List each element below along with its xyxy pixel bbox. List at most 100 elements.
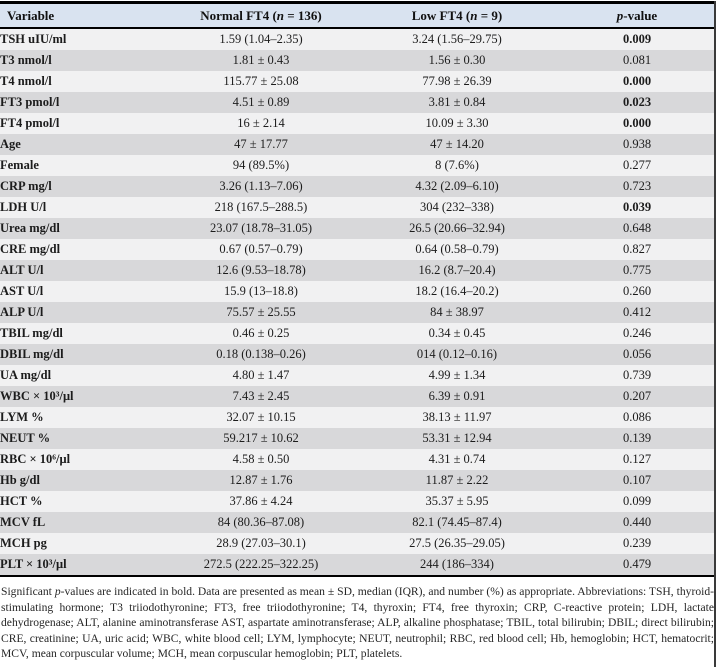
p-value-cell: 0.139 <box>560 428 714 449</box>
table-row: PLT × 10³/μl 272.5 (222.25–322.25) 244 (18… <box>0 554 714 577</box>
table-row: ALP U/l 75.57 ± 25.55 84 ± 38.97 0.412 <box>0 302 714 323</box>
table-row: TBIL mg/dl 0.46 ± 0.25 0.34 ± 0.45 0.246 <box>0 323 714 344</box>
header-p-value: p-value <box>560 1 714 29</box>
variable-cell: MCH pg <box>0 533 168 554</box>
variable-cell: WBC × 10³/μl <box>0 386 168 407</box>
table-row: Hb g/dl 12.87 ± 1.76 11.87 ± 2.22 0.107 <box>0 470 714 491</box>
variable-cell: RBC × 10⁶/μl <box>0 449 168 470</box>
table-row: T4 nmol/l 115.77 ± 25.08 77.98 ± 26.39 0.00… <box>0 71 714 92</box>
normal-ft4-cell: 218 (167.5–288.5) <box>168 197 354 218</box>
table-row: LDH U/l 218 (167.5–288.5) 304 (232–338) 0.0… <box>0 197 714 218</box>
normal-ft4-cell: 4.58 ± 0.50 <box>168 449 354 470</box>
table-row: CRE mg/dl 0.67 (0.57–0.79) 0.64 (0.58–0.79… <box>0 239 714 260</box>
variable-cell: Hb g/dl <box>0 470 168 491</box>
p-value-cell: 0.000 <box>560 113 714 134</box>
italic-p: p <box>54 585 61 598</box>
table-row: MCV fL 84 (80.36–87.08) 82.1 (74.45–87.4) 0… <box>0 512 714 533</box>
p-value-cell: 0.479 <box>560 554 714 577</box>
p-value-cell: 0.938 <box>560 134 714 155</box>
low-ft4-cell: 0.34 ± 0.45 <box>354 323 560 344</box>
table-row: NEUT % 59.217 ± 10.62 53.31 ± 12.94 0.139 <box>0 428 714 449</box>
table-row: CRP mg/l 3.26 (1.13–7.06) 4.32 (2.09–6.10)… <box>0 176 714 197</box>
normal-ft4-cell: 94 (89.5%) <box>168 155 354 176</box>
italic-n: n <box>276 7 285 23</box>
table-row: HCT % 37.86 ± 4.24 35.37 ± 5.95 0.099 <box>0 491 714 512</box>
low-ft4-cell: 304 (232–338) <box>354 197 560 218</box>
variable-cell: T4 nmol/l <box>0 71 168 92</box>
low-ft4-cell: 38.13 ± 11.97 <box>354 407 560 428</box>
variable-cell: FT4 pmol/l <box>0 113 168 134</box>
low-ft4-cell: 53.31 ± 12.94 <box>354 428 560 449</box>
table-row: RBC × 10⁶/μl 4.58 ± 0.50 4.31 ± 0.74 0.127 <box>0 449 714 470</box>
header-variable: Variable <box>0 1 168 29</box>
low-ft4-cell: 4.99 ± 1.34 <box>354 365 560 386</box>
table-row: LYM % 32.07 ± 10.15 38.13 ± 11.97 0.086 <box>0 407 714 428</box>
variable-cell: MCV fL <box>0 512 168 533</box>
table-row: ALT U/l 12.6 (9.53–18.78) 16.2 (8.7–20.4) 0… <box>0 260 714 281</box>
variable-cell: DBIL mg/dl <box>0 344 168 365</box>
table-row: FT3 pmol/l 4.51 ± 0.89 3.81 ± 0.84 0.023 <box>0 92 714 113</box>
p-value-cell: 0.412 <box>560 302 714 323</box>
table-row: TSH uIU/ml 1.59 (1.04–2.35) 3.24 (1.56–29.… <box>0 28 714 50</box>
normal-ft4-cell: 16 ± 2.14 <box>168 113 354 134</box>
low-ft4-cell: 244 (186–334) <box>354 554 560 577</box>
p-value-cell: 0.107 <box>560 470 714 491</box>
table-row: UA mg/dl 4.80 ± 1.47 4.99 ± 1.34 0.739 <box>0 365 714 386</box>
table-row: MCH pg 28.9 (27.03–30.1) 27.5 (26.35–29.05… <box>0 533 714 554</box>
normal-ft4-cell: 84 (80.36–87.08) <box>168 512 354 533</box>
p-value-cell: 0.827 <box>560 239 714 260</box>
low-ft4-cell: 11.87 ± 2.22 <box>354 470 560 491</box>
variable-cell: Age <box>0 134 168 155</box>
normal-ft4-cell: 12.6 (9.53–18.78) <box>168 260 354 281</box>
low-ft4-cell: 8 (7.6%) <box>354 155 560 176</box>
p-value-cell: 0.440 <box>560 512 714 533</box>
low-ft4-cell: 26.5 (20.66–32.94) <box>354 218 560 239</box>
variable-cell: FT3 pmol/l <box>0 92 168 113</box>
p-value-cell: 0.260 <box>560 281 714 302</box>
variable-cell: LDH U/l <box>0 197 168 218</box>
variable-cell: AST U/l <box>0 281 168 302</box>
normal-ft4-cell: 4.51 ± 0.89 <box>168 92 354 113</box>
header-low-ft4: Low FT4 (n = 9) <box>354 1 560 29</box>
variable-cell: PLT × 10³/μl <box>0 554 168 577</box>
p-value-cell: 0.009 <box>560 28 714 50</box>
low-ft4-cell: 3.81 ± 0.84 <box>354 92 560 113</box>
p-value-cell: 0.127 <box>560 449 714 470</box>
low-ft4-cell: 18.2 (16.4–20.2) <box>354 281 560 302</box>
normal-ft4-cell: 15.9 (13–18.8) <box>168 281 354 302</box>
normal-ft4-cell: 12.87 ± 1.76 <box>168 470 354 491</box>
normal-ft4-cell: 23.07 (18.78–31.05) <box>168 218 354 239</box>
low-ft4-cell: 3.24 (1.56–29.75) <box>354 28 560 50</box>
normal-ft4-cell: 272.5 (222.25–322.25) <box>168 554 354 577</box>
variable-cell: CRP mg/l <box>0 176 168 197</box>
normal-ft4-cell: 0.18 (0.138–0.26) <box>168 344 354 365</box>
normal-ft4-cell: 32.07 ± 10.15 <box>168 407 354 428</box>
p-value-cell: 0.099 <box>560 491 714 512</box>
table-row: WBC × 10³/μl 7.43 ± 2.45 6.39 ± 0.91 0.207 <box>0 386 714 407</box>
normal-ft4-cell: 4.80 ± 1.47 <box>168 365 354 386</box>
table-footnote: Significant p-values are indicated in bo… <box>1 585 714 660</box>
variable-cell: UA mg/dl <box>0 365 168 386</box>
variable-cell: TBIL mg/dl <box>0 323 168 344</box>
header-normal-ft4: Normal FT4 (n = 136) <box>168 1 354 29</box>
variable-cell: ALT U/l <box>0 260 168 281</box>
low-ft4-cell: 10.09 ± 3.30 <box>354 113 560 134</box>
variable-cell: TSH uIU/ml <box>0 28 168 50</box>
italic-p: p <box>616 7 624 23</box>
normal-ft4-cell: 75.57 ± 25.55 <box>168 302 354 323</box>
normal-ft4-cell: 115.77 ± 25.08 <box>168 71 354 92</box>
normal-ft4-cell: 0.46 ± 0.25 <box>168 323 354 344</box>
table-row: AST U/l 15.9 (13–18.8) 18.2 (16.4–20.2) 0.2… <box>0 281 714 302</box>
p-value-cell: 0.246 <box>560 323 714 344</box>
low-ft4-cell: 1.56 ± 0.30 <box>354 50 560 71</box>
p-value-cell: 0.086 <box>560 407 714 428</box>
p-value-cell: 0.277 <box>560 155 714 176</box>
low-ft4-cell: 47 ± 14.20 <box>354 134 560 155</box>
table-row: Age 47 ± 17.77 47 ± 14.20 0.938 <box>0 134 714 155</box>
table-row: T3 nmol/l 1.81 ± 0.43 1.56 ± 0.30 0.081 <box>0 50 714 71</box>
normal-ft4-cell: 1.59 (1.04–2.35) <box>168 28 354 50</box>
table-row: FT4 pmol/l 16 ± 2.14 10.09 ± 3.30 0.000 <box>0 113 714 134</box>
low-ft4-cell: 27.5 (26.35–29.05) <box>354 533 560 554</box>
low-ft4-cell: 014 (0.12–0.16) <box>354 344 560 365</box>
